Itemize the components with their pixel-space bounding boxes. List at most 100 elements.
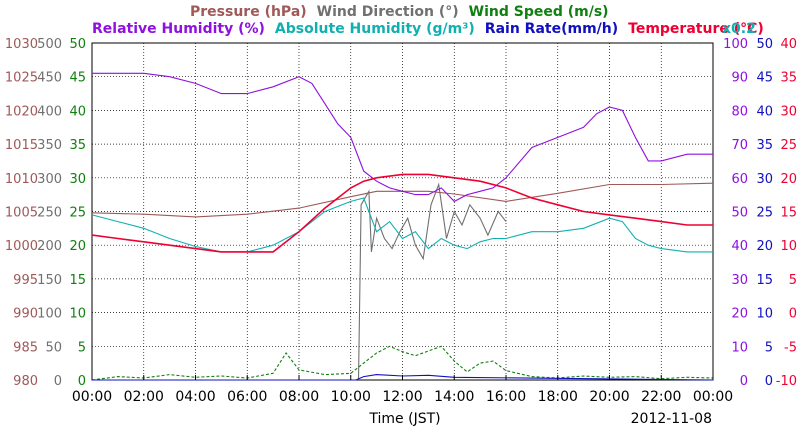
y-tick-label-rain: 25 bbox=[756, 206, 773, 221]
y-tick-label-pressure: 1000 bbox=[5, 239, 38, 254]
y-tick-label-temperature: 10 bbox=[780, 239, 797, 254]
y-tick-label-rain: 15 bbox=[756, 273, 773, 288]
y-tick-label-pressure: 990 bbox=[13, 307, 38, 322]
y-tick-label-temperature: 40 bbox=[780, 37, 797, 52]
y-tick-label-wind_speed: 0 bbox=[78, 374, 86, 389]
y-tick-label-rain: 10 bbox=[756, 307, 773, 322]
y-tick-label-humidity: 50 bbox=[731, 206, 748, 221]
y-tick-label-rain: 5 bbox=[765, 340, 773, 355]
legend-humidity: Relative Humidity (%) bbox=[92, 21, 265, 37]
series-line-wind_direction bbox=[357, 182, 507, 381]
y-tick-label-pressure: 1020 bbox=[5, 104, 38, 119]
y-tick-label-wind_direction: 100 bbox=[37, 307, 62, 322]
x-tick-label: 22:00 bbox=[641, 389, 681, 405]
y-tick-label-wind_direction: 350 bbox=[37, 138, 62, 153]
y-tick-label-humidity: 70 bbox=[731, 138, 748, 153]
y-tick-label-humidity: 40 bbox=[731, 239, 748, 254]
x-tick-label: 04:00 bbox=[175, 389, 215, 405]
legend-pressure: Pressure (hPa) bbox=[190, 4, 307, 20]
y-tick-label-wind_speed: 50 bbox=[69, 37, 86, 52]
y-tick-label-temperature: 20 bbox=[780, 172, 797, 187]
y-tick-label-humidity: 100 bbox=[723, 37, 748, 52]
series-line-wind_speed bbox=[91, 345, 714, 381]
y-tick-label-temperature: 35 bbox=[780, 71, 797, 86]
y-tick-label-pressure: 995 bbox=[13, 273, 38, 288]
chart-date: 2012-11-08 bbox=[631, 411, 712, 427]
chart-axes: 00:00 02:00 04:00 06:00 08:00 10:00 12:00 14:00… bbox=[5, 37, 797, 405]
x-tick-label: 08:00 bbox=[279, 389, 319, 405]
x-tick-label: 00:00 bbox=[693, 389, 733, 405]
y-tick-label-humidity: 0 bbox=[740, 374, 748, 389]
y-tick-label-temperature: 0 bbox=[789, 307, 797, 322]
legend-wind_speed: Wind Speed (m/s) bbox=[469, 4, 609, 20]
y-tick-label-wind_speed: 45 bbox=[69, 71, 86, 86]
x-axis-title: Time (JST) bbox=[368, 411, 440, 427]
legend-abs_humidity: Absolute Humidity (g/m³) bbox=[275, 21, 475, 37]
chart-header: Pressure (hPa) Wind Direction (°) Wind Spe… bbox=[92, 4, 764, 37]
x-tick-label: 00:00 bbox=[72, 389, 112, 405]
y-tick-label-temperature: 25 bbox=[780, 138, 797, 153]
series-line-abs_humidity bbox=[91, 197, 713, 253]
x-tick-label: 06:00 bbox=[227, 389, 267, 405]
y-tick-label-humidity: 20 bbox=[731, 307, 748, 322]
x-tick-label: 02:00 bbox=[124, 389, 164, 405]
y-tick-label-wind_direction: 250 bbox=[37, 206, 62, 221]
y-tick-label-rain: 45 bbox=[756, 71, 773, 86]
y-tick-label-wind_direction: 400 bbox=[37, 104, 62, 119]
y-tick-label-rain: 20 bbox=[756, 239, 773, 254]
x-tick-label: 12:00 bbox=[382, 389, 422, 405]
y-tick-label-humidity: 10 bbox=[731, 340, 748, 355]
legend-temperature: Temperature (°C) bbox=[628, 21, 764, 37]
y-tick-label-temperature: -5 bbox=[784, 340, 797, 355]
series-line-rain bbox=[92, 374, 714, 381]
series-line-humidity bbox=[92, 72, 713, 203]
rain-multiplier: x0.2 bbox=[722, 21, 756, 37]
y-tick-label-temperature: -10 bbox=[776, 374, 797, 389]
x-tick-label: 14:00 bbox=[434, 389, 474, 405]
y-tick-label-wind_direction: 0 bbox=[54, 374, 62, 389]
y-tick-label-temperature: 15 bbox=[780, 206, 797, 221]
x-tick-label: 18:00 bbox=[538, 389, 578, 405]
x-tick-label: 20:00 bbox=[589, 389, 629, 405]
y-tick-label-wind_speed: 5 bbox=[78, 340, 86, 355]
y-tick-label-rain: 0 bbox=[765, 374, 773, 389]
y-tick-label-temperature: 5 bbox=[789, 273, 797, 288]
y-tick-label-wind_speed: 25 bbox=[69, 206, 86, 221]
y-tick-label-pressure: 1010 bbox=[5, 172, 38, 187]
y-tick-label-wind_direction: 200 bbox=[37, 239, 62, 254]
y-tick-label-wind_direction: 500 bbox=[37, 37, 62, 52]
y-tick-label-pressure: 1025 bbox=[5, 71, 38, 86]
y-tick-label-wind_speed: 20 bbox=[69, 239, 86, 254]
y-tick-label-wind_direction: 300 bbox=[37, 172, 62, 187]
x-tick-label: 10:00 bbox=[331, 389, 371, 405]
y-tick-label-pressure: 985 bbox=[13, 340, 38, 355]
y-tick-label-humidity: 80 bbox=[731, 104, 748, 119]
y-tick-label-rain: 30 bbox=[756, 172, 773, 187]
y-tick-label-rain: 40 bbox=[756, 104, 773, 119]
y-tick-label-wind_speed: 40 bbox=[69, 104, 86, 119]
y-tick-label-temperature: 30 bbox=[780, 104, 797, 119]
x-tick-label: 16:00 bbox=[486, 389, 526, 405]
y-tick-label-humidity: 60 bbox=[731, 172, 748, 187]
y-tick-label-pressure: 1015 bbox=[5, 138, 38, 153]
y-tick-label-pressure: 1030 bbox=[5, 37, 38, 52]
y-tick-label-humidity: 30 bbox=[731, 273, 748, 288]
chart-grid bbox=[91, 42, 714, 381]
y-tick-label-rain: 35 bbox=[756, 138, 773, 153]
chart-series bbox=[91, 72, 714, 381]
y-tick-label-wind_speed: 35 bbox=[69, 138, 86, 153]
y-tick-label-wind_speed: 10 bbox=[69, 307, 86, 322]
y-tick-label-wind_direction: 450 bbox=[37, 71, 62, 86]
header-line: Relative Humidity (%) Absolute Humidity (… bbox=[92, 21, 764, 37]
legend-rain: Rain Rate(mm/h) bbox=[485, 21, 618, 37]
y-tick-label-wind_direction: 50 bbox=[45, 340, 62, 355]
y-tick-label-pressure: 980 bbox=[13, 374, 38, 389]
legend-wind_direction: Wind Direction (°) bbox=[317, 4, 459, 20]
y-tick-label-wind_speed: 30 bbox=[69, 172, 86, 187]
header-line: Pressure (hPa) Wind Direction (°) Wind Spe… bbox=[190, 4, 609, 20]
series-line-temperature bbox=[91, 173, 713, 253]
y-tick-label-wind_direction: 150 bbox=[37, 273, 62, 288]
y-tick-label-humidity: 90 bbox=[731, 71, 748, 86]
y-tick-label-pressure: 1005 bbox=[5, 206, 38, 221]
